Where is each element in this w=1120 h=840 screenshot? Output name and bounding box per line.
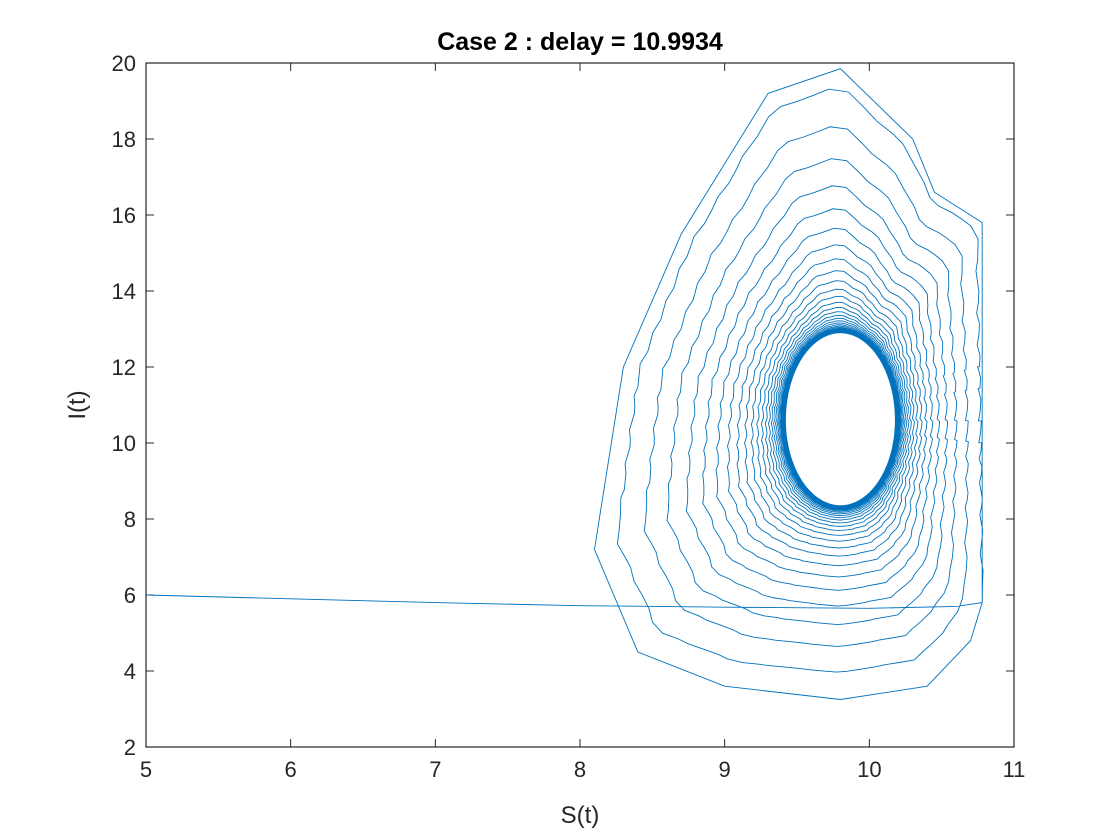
y-tick-label: 8	[124, 507, 136, 532]
y-axis-ticks: 2 4 6 8 10 12 14 16 18 20	[112, 51, 1014, 760]
y-tick-label: 4	[124, 659, 136, 684]
x-tick-label: 6	[285, 757, 297, 782]
x-axis-ticks: 5 6 7 8 9 10 11	[140, 63, 1026, 782]
y-tick-label: 12	[112, 355, 136, 380]
y-tick-label: 10	[112, 431, 136, 456]
y-tick-label: 18	[112, 127, 136, 152]
y-tick-label: 20	[112, 51, 136, 76]
x-tick-label: 7	[429, 757, 441, 782]
y-axis-label: I(t)	[64, 390, 91, 419]
y-tick-label: 16	[112, 203, 136, 228]
y-tick-label: 14	[112, 279, 136, 304]
x-tick-label: 5	[140, 757, 152, 782]
x-tick-label: 10	[857, 757, 881, 782]
chart-title: Case 2 : delay = 10.9934	[437, 28, 723, 56]
y-tick-label: 6	[124, 583, 136, 608]
x-tick-label: 11	[1003, 757, 1026, 782]
series-trajectory-line	[145, 68, 984, 700]
plot-frame	[145, 62, 1015, 748]
x-tick-label: 8	[574, 757, 586, 782]
x-axis-label: S(t)	[561, 802, 600, 829]
x-tick-label: 9	[719, 757, 731, 782]
y-tick-label: 2	[124, 735, 136, 760]
series-layer	[145, 68, 984, 700]
